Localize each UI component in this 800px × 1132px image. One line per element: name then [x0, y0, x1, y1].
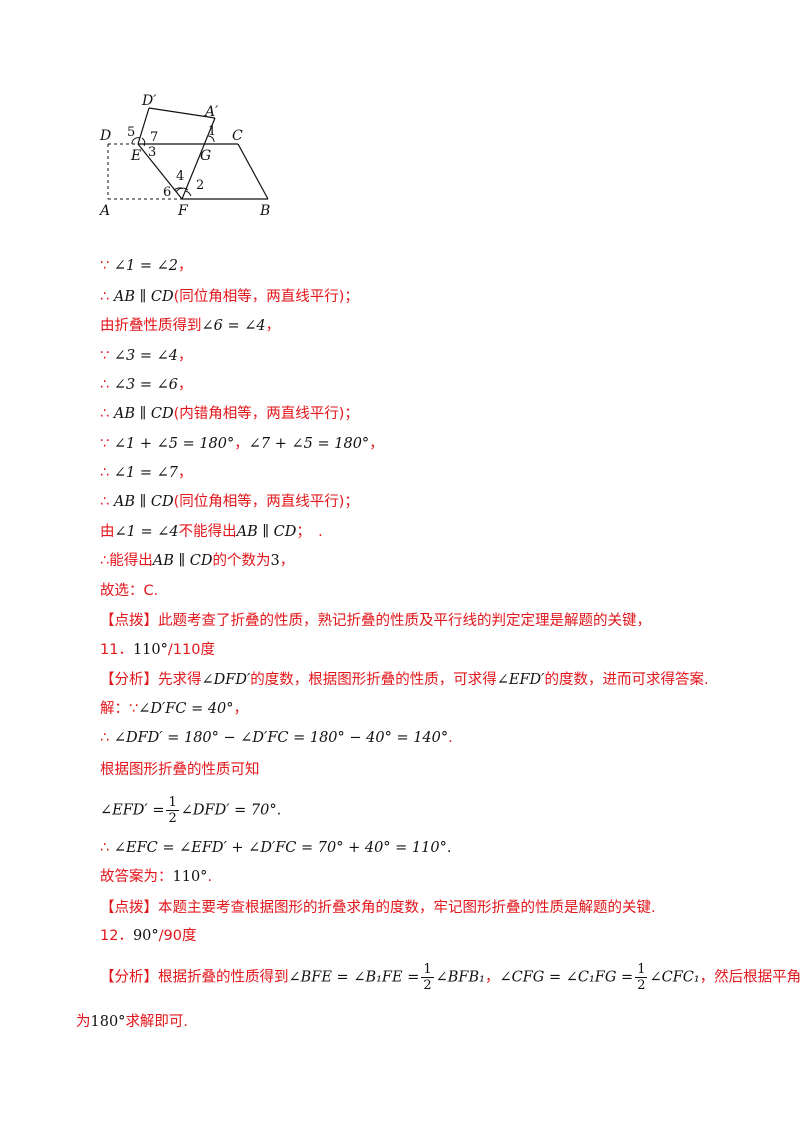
label-B: B	[259, 203, 270, 219]
segment-Aprime-F	[181, 117, 216, 200]
line-3: 由折叠性质得到∠6 = ∠4，	[100, 318, 281, 334]
line-21: 故答案为：110°.	[100, 869, 213, 885]
label-D: D	[99, 128, 111, 144]
label-D-prime: D′	[141, 93, 157, 109]
label-A: A	[98, 203, 110, 219]
line-4: ∵ ∠3 = ∠4，	[100, 348, 193, 364]
line-19: ∠EFD′ = 1 2 ∠DFD′ = 70°.	[100, 795, 282, 826]
label-angle-4: 4	[176, 169, 184, 184]
line-23: 12．90°/90度	[100, 928, 197, 944]
line-5: ∴ ∠3 = ∠6，	[100, 377, 193, 393]
segment-CB	[237, 143, 269, 200]
label-angle-5: 5	[127, 125, 135, 140]
line-17: ∴ ∠DFD′ = 180° − ∠D′FC = 180° − 40° = 14…	[100, 730, 453, 746]
segment-Dprime-Aprime	[148, 107, 216, 119]
label-C: C	[232, 128, 243, 144]
line-2: ∴ AB ∥ CD(同位角相等，两直线平行)；	[100, 289, 359, 305]
label-angle-1: 1	[208, 124, 216, 139]
line-16: 解：∵∠D′FC = 40°，	[100, 701, 249, 717]
line-20: ∴ ∠EFC = ∠EFD′ + ∠D′FC = 70° + 40° = 110…	[100, 840, 452, 856]
line-1: ∵ ∠1 = ∠2，	[100, 258, 193, 274]
label-angle-3: 3	[148, 145, 156, 160]
line-10: 由∠1 = ∠4不能得出AB ∥ CD； .	[100, 524, 323, 540]
label-G: G	[200, 148, 211, 164]
line-15: 【分析】先求得∠DFD′的度数，根据图形折叠的性质，可求得∠EFD′的度数，进而…	[100, 672, 709, 688]
label-A-prime: A′	[203, 104, 219, 120]
line-25: 为180°求解即可.	[76, 1014, 189, 1030]
line-24: 【分析】根据折叠的性质得到∠BFE = ∠B₁FE = 1 2 ∠BFB₁，∠CFG …	[100, 962, 800, 993]
label-E: E	[130, 148, 141, 164]
label-F: F	[177, 203, 189, 219]
geometry-figure: D′ A′ D C E G A F B 1 2 3 4 5 6 7	[96, 88, 286, 220]
folding-diagram: D′ A′ D C E G A F B 1 2 3 4 5 6 7	[98, 93, 270, 219]
line-11: ∴能得出AB ∥ CD的个数为3，	[100, 553, 295, 569]
line-6: ∴ AB ∥ CD(内错角相等，两直线平行)；	[100, 406, 359, 422]
line-13: 【点拨】此题考查了折叠的性质，熟记折叠的性质及平行线的判定定理是解题的关键，	[100, 613, 651, 629]
line-7: ∵ ∠1 + ∠5 = 180°，∠7 + ∠5 = 180°，	[100, 436, 384, 452]
label-angle-6: 6	[163, 185, 171, 200]
label-angle-2: 2	[196, 178, 204, 193]
line-8: ∴ ∠1 = ∠7，	[100, 465, 193, 481]
line-18: 根据图形折叠的性质可知	[100, 762, 260, 778]
line-14: 11．110°/110度	[100, 642, 215, 658]
label-angle-7: 7	[150, 130, 158, 145]
line-9: ∴ AB ∥ CD(同位角相等，两直线平行)；	[100, 494, 359, 510]
line-22: 【点拨】本题主要考查根据图形的折叠求角的度数，牢记图形折叠的性质是解题的关键.	[100, 900, 656, 916]
line-12: 故选：C.	[100, 583, 159, 599]
